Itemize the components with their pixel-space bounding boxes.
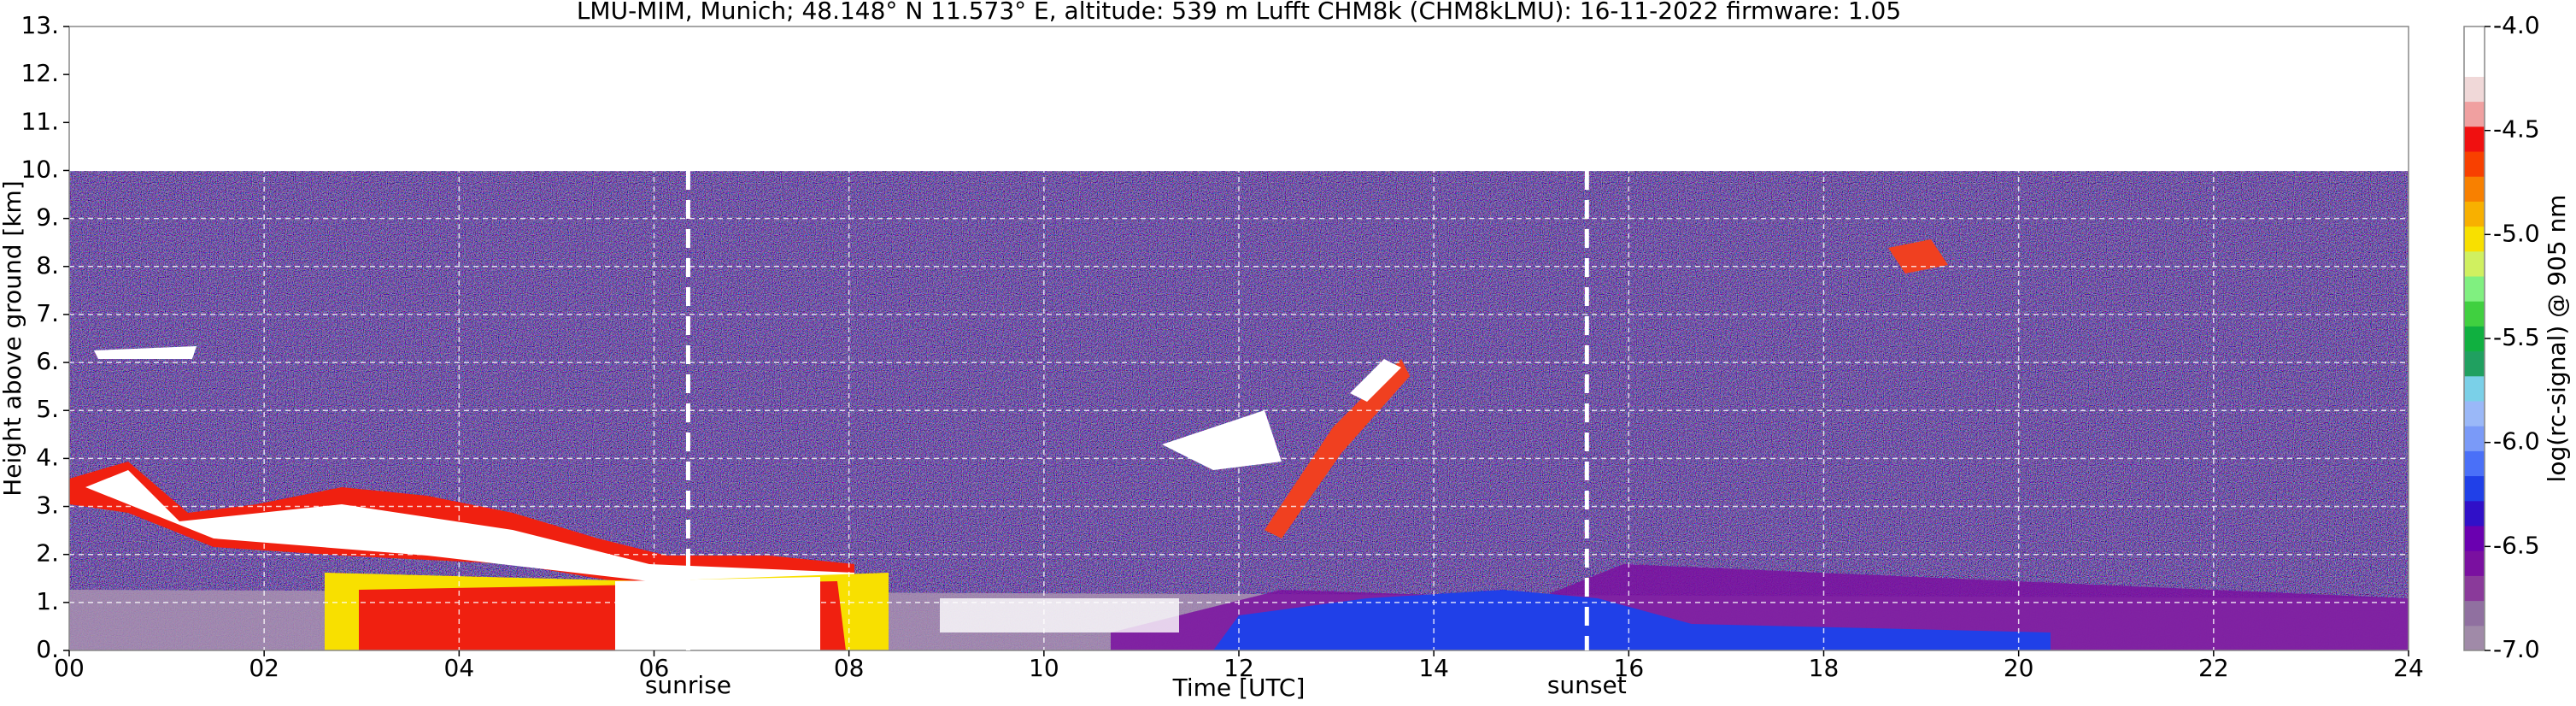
- y-tick-label: 10.: [21, 155, 59, 183]
- colorbar-segment: [2464, 51, 2485, 77]
- y-tick-label: 1.: [36, 587, 59, 615]
- y-tick-label: 5.: [36, 395, 59, 423]
- colorbar-segment: [2464, 201, 2485, 227]
- colorbar-tick-label: -6.0: [2493, 427, 2540, 456]
- y-tick-label: 2.: [36, 539, 59, 568]
- x-tick-label: 04: [444, 654, 475, 682]
- colorbar-tick-label: -7.0: [2493, 635, 2540, 663]
- colorbar-segment: [2464, 375, 2485, 402]
- colorbar-segment: [2464, 276, 2485, 302]
- colorbar-segment: [2464, 350, 2485, 377]
- colorbar-segment: [2464, 500, 2485, 527]
- y-tick-label: 12.: [21, 59, 59, 87]
- colorbar-tick-label: -5.5: [2493, 323, 2540, 351]
- x-tick-label: 10: [1029, 654, 1059, 682]
- colorbar-segment: [2464, 450, 2485, 477]
- colorbar-segment: [2464, 326, 2485, 352]
- x-tick-label: 16: [1614, 654, 1645, 682]
- x-tick-label: 20: [2004, 654, 2034, 682]
- x-tick-label: 22: [2198, 654, 2229, 682]
- colorbar-segment: [2464, 26, 2485, 52]
- y-tick-label: 9.: [36, 203, 59, 232]
- x-tick-label: 00: [54, 654, 85, 682]
- y-axis-label: Height above ground [km]: [0, 180, 26, 497]
- colorbar-segment: [2464, 151, 2485, 177]
- colorbar-tick-label: -4.0: [2493, 11, 2540, 39]
- colorbar-segment: [2464, 101, 2485, 127]
- annotation-label: sunset: [1547, 671, 1627, 699]
- y-tick-label: 13.: [21, 11, 59, 39]
- colorbar-segment: [2464, 401, 2485, 427]
- y-tick-label: 3.: [36, 491, 59, 520]
- colorbar-label: log(rc-signal) @ 905 nm: [2543, 195, 2571, 483]
- y-tick-label: 11.: [21, 107, 59, 135]
- y-tick-label: 4.: [36, 443, 59, 471]
- colorbar-segment: [2464, 250, 2485, 277]
- y-tick-label: 7.: [36, 299, 59, 327]
- colorbar-segment: [2464, 426, 2485, 451]
- y-tick-label: 8.: [36, 251, 59, 279]
- x-tick-label: 14: [1418, 654, 1449, 682]
- colorbar-segment: [2464, 575, 2485, 602]
- annotation-label: sunrise: [645, 671, 731, 699]
- x-axis-label: Time [UTC]: [1172, 674, 1306, 702]
- colorbar-segment: [2464, 226, 2485, 252]
- x-tick-label: 06: [639, 654, 670, 682]
- x-tick-label: 02: [249, 654, 279, 682]
- colorbar-segment: [2464, 600, 2485, 627]
- chart-title: LMU-MIM, Munich; 48.148° N 11.573° E, al…: [577, 0, 1901, 25]
- colorbar-segment: [2464, 526, 2485, 551]
- x-tick-label: 18: [1809, 654, 1840, 682]
- colorbar-segment: [2464, 475, 2485, 502]
- y-tick-label: 0.: [36, 635, 59, 663]
- x-tick-label: 08: [834, 654, 865, 682]
- y-tick-label: 6.: [36, 347, 59, 375]
- colorbar-tick-label: -5.0: [2493, 219, 2540, 247]
- x-tick-label: 24: [2393, 654, 2424, 682]
- colorbar-tick-label: -6.5: [2493, 531, 2540, 559]
- colorbar-segment: [2464, 301, 2485, 327]
- x-tick-label: 12: [1223, 654, 1254, 682]
- grid: [69, 26, 2409, 650]
- colorbar-tick-label: -4.5: [2493, 115, 2540, 144]
- colorbar-segment: [2464, 76, 2485, 103]
- colorbar-segment: [2464, 625, 2485, 651]
- colorbar-segment: [2464, 550, 2485, 576]
- colorbar-segment: [2464, 126, 2485, 152]
- colorbar-segment: [2464, 176, 2485, 202]
- colorbar: [2464, 26, 2485, 651]
